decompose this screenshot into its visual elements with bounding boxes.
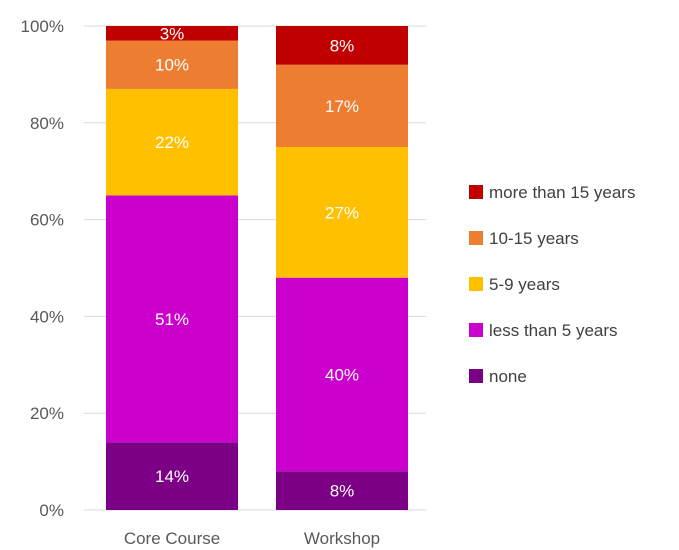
legend-swatch [469,277,483,291]
bar-segment [106,88,238,196]
legend-item: less than 5 years [469,321,618,340]
bar-segment [276,64,408,147]
legend-label: 10-15 years [489,229,579,248]
legend-label: none [489,367,527,386]
data-label: 10% [155,56,189,75]
y-axis-tick-labels: 0% 20% 40% 60% 80% 100% [21,17,64,520]
legend-label: 5-9 years [489,275,560,294]
segment-labels: 14% 51% 22% 10% 3% 8% 40% 27% 17% 8% [155,24,359,500]
data-label: 22% [155,133,189,152]
y-tick-label: 60% [30,211,64,230]
bar-segment [276,471,408,510]
legend-item: 5-9 years [469,275,560,294]
legend-swatch [469,185,483,199]
data-label: 40% [325,365,359,384]
bar-segment [106,40,238,89]
legend-swatch [469,369,483,383]
bar-segment [276,277,408,472]
x-category-label: Workshop [304,529,380,548]
legend: more than 15 years 10-15 years 5-9 years le… [469,183,635,386]
data-label: 51% [155,310,189,329]
y-tick-label: 100% [21,17,64,36]
y-tick-label: 80% [30,114,64,133]
bar-segment [276,26,408,65]
legend-item: none [469,367,527,386]
data-label: 14% [155,467,189,486]
legend-swatch [469,231,483,245]
legend-item: 10-15 years [469,229,579,248]
bar-segment [276,147,408,278]
legend-label: less than 5 years [489,321,618,340]
x-category-label: Core Course [124,529,220,548]
bars [106,26,408,510]
legend-label: more than 15 years [489,183,635,202]
data-label: 17% [325,97,359,116]
y-tick-label: 20% [30,404,64,423]
category-labels: Core Course Workshop [124,529,380,548]
data-label: 8% [330,36,355,55]
legend-item: more than 15 years [469,183,635,202]
bar-segment [106,195,238,443]
y-tick-label: 40% [30,307,64,326]
data-label: 8% [330,482,355,501]
y-tick-label: 0% [39,501,64,520]
data-label: 27% [325,203,359,222]
bar-segment [106,26,238,41]
legend-swatch [469,323,483,337]
data-label: 3% [160,24,185,43]
bar-segment [106,442,238,510]
